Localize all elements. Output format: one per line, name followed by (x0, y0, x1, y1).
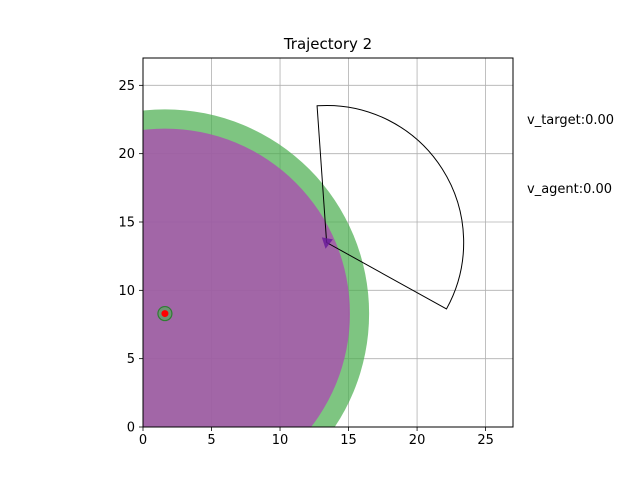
y-tick-label: 15 (118, 216, 135, 231)
x-tick-label: 15 (340, 433, 357, 448)
y-tick-label: 10 (118, 284, 135, 299)
x-tick-label: 10 (272, 433, 289, 448)
y-tick-label: 20 (118, 147, 135, 162)
x-tick-label: 20 (409, 433, 426, 448)
y-tick-label: 0 (127, 421, 135, 436)
target-point (161, 310, 169, 318)
axis-ticks: 0 5 10 15 20 25 0 5 10 15 20 25 (118, 79, 493, 448)
v-agent-label: v_agent:0.00 (527, 182, 613, 197)
y-tick-label: 5 (127, 352, 135, 367)
x-tick-label: 0 (139, 433, 147, 448)
agent-fov-sector (316, 104, 465, 310)
chart-title: Trajectory 2 (283, 35, 372, 53)
inner-zone-circle (143, 128, 350, 427)
agent-marker (321, 237, 333, 249)
y-tick-label: 25 (118, 79, 135, 94)
plot-area (143, 104, 465, 427)
x-tick-label: 25 (477, 433, 494, 448)
axes-frame (142, 57, 514, 428)
v-target-label: v_target:0.00 (527, 113, 615, 128)
x-tick-label: 5 (207, 433, 215, 448)
